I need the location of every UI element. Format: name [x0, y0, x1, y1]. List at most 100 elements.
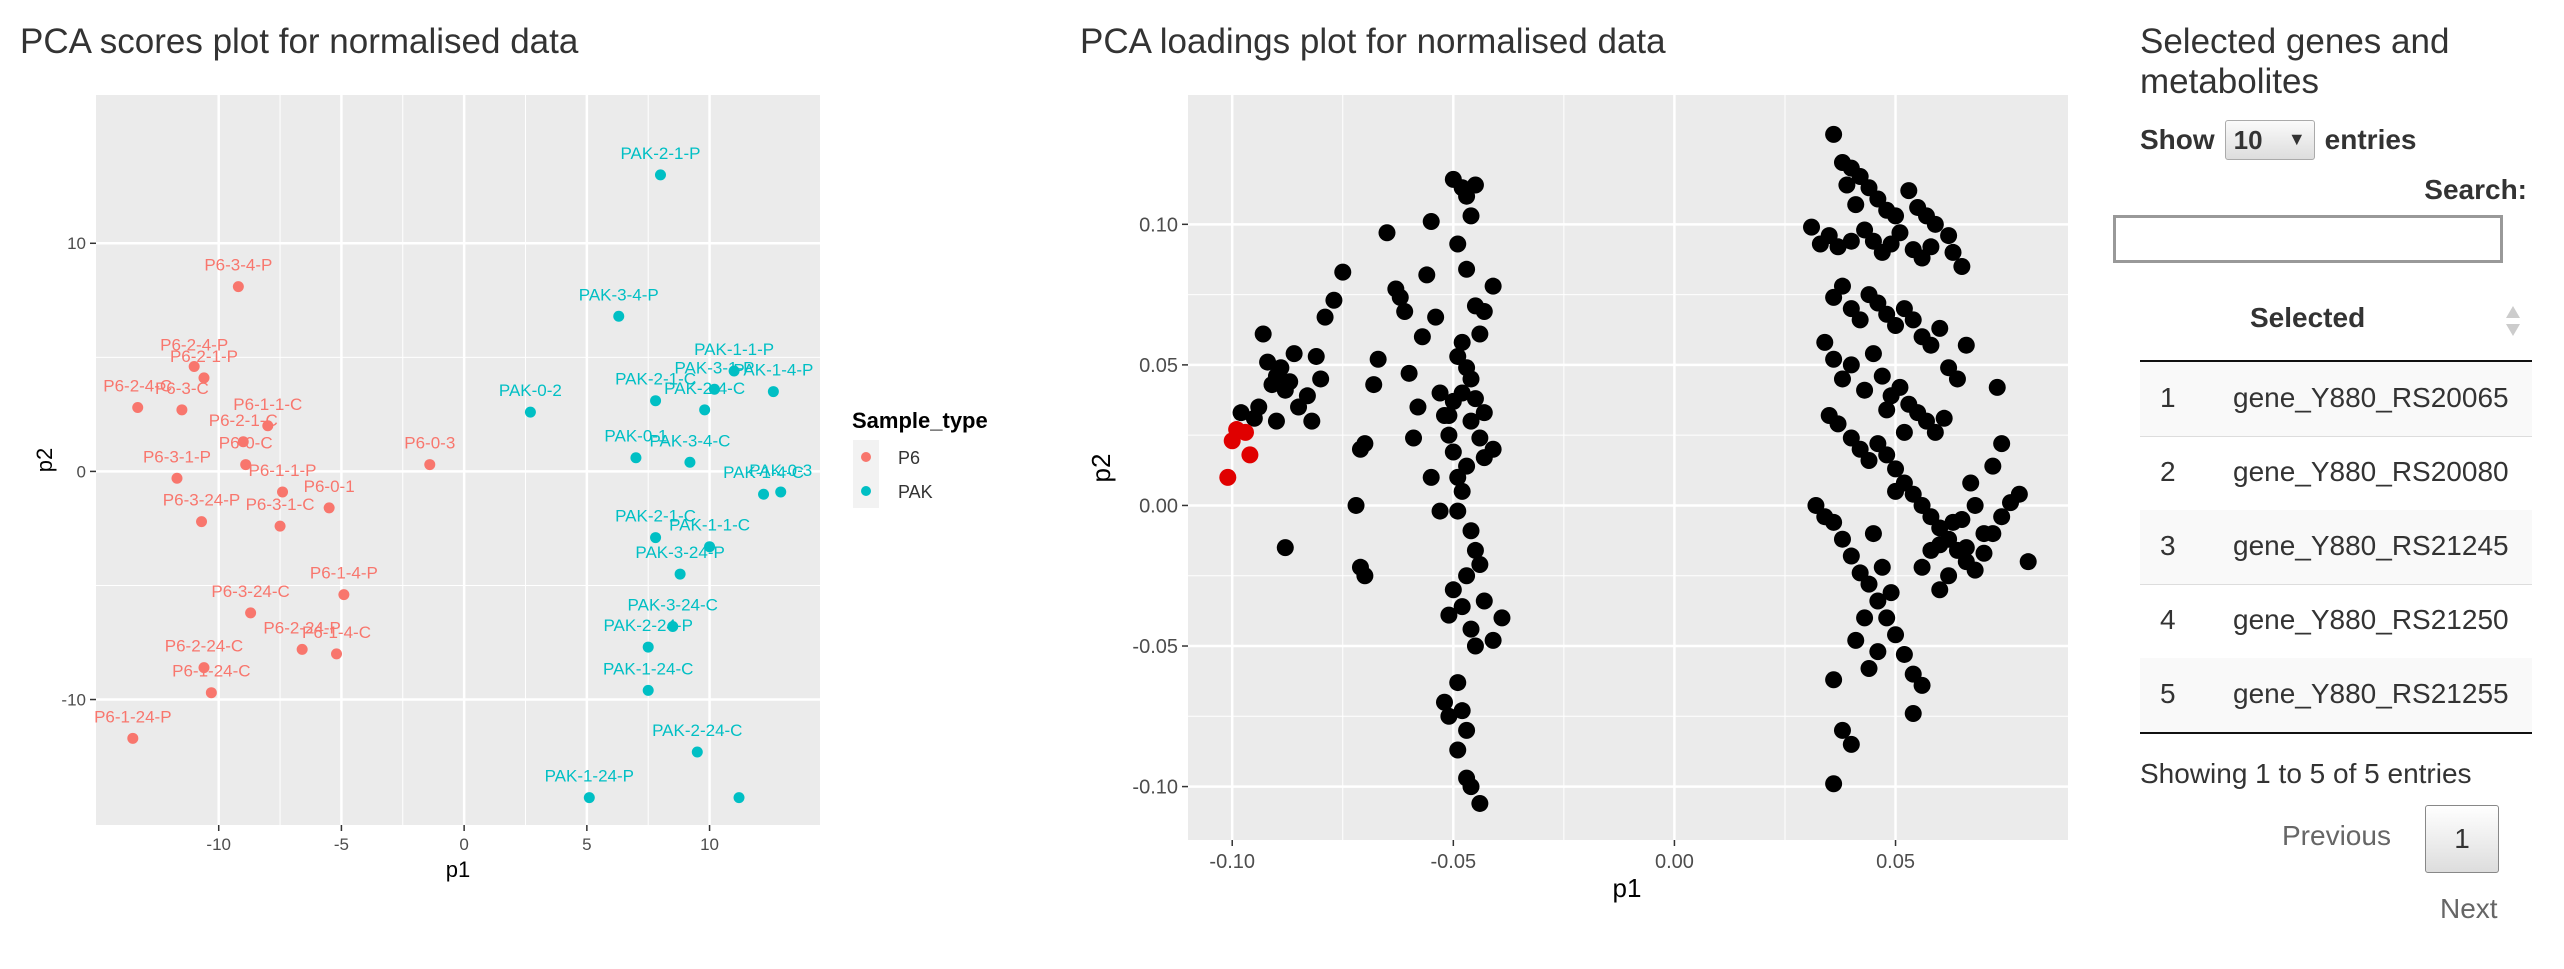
scores-point-label: P6-0-3 [404, 434, 455, 453]
table-info: Showing 1 to 5 of 5 entries [2140, 758, 2472, 789]
scores-x-tick-label: -5 [334, 835, 349, 854]
scores-plot-title: PCA scores plot for normalised data [20, 22, 579, 61]
loadings-point [1873, 367, 1891, 385]
scores-point-label: PAK-1-24-P [545, 767, 634, 786]
scores-point [323, 502, 335, 514]
scores-point [684, 456, 696, 468]
page-1-button[interactable]: 1 [2425, 805, 2499, 873]
loadings-point [1453, 482, 1471, 500]
chevron-down-icon: ▼ [2287, 129, 2306, 149]
scores-point-label: PAK-0-3 [749, 461, 812, 480]
scores-point [132, 402, 144, 414]
loadings-point [1369, 350, 1387, 368]
loadings-point [1391, 288, 1409, 306]
loadings-point [1842, 547, 1860, 565]
loadings-point [1953, 257, 1971, 275]
loadings-point [1847, 196, 1865, 214]
loadings-point [1453, 598, 1471, 616]
page-length-select[interactable]: 10 ▼ [2224, 120, 2315, 160]
loadings-point [1873, 558, 1891, 576]
legend-dot-pak [861, 486, 871, 496]
loadings-y-tick-label: 0.05 [1139, 355, 1178, 377]
table-row[interactable]: 1 gene_Y880_RS20065 [2140, 362, 2532, 437]
loadings-point [1440, 707, 1458, 725]
scores-gridlines [96, 95, 820, 825]
scores-point [127, 732, 139, 744]
loadings-point [1462, 620, 1480, 638]
loadings-point [1993, 508, 2011, 526]
loadings-point [1400, 364, 1418, 382]
loadings-point [1860, 575, 1878, 593]
scores-point-label: PAK-3-1-P [674, 358, 754, 377]
loadings-y-tick-label: 0.10 [1139, 214, 1178, 236]
loadings-point [1462, 778, 1480, 796]
scores-point-label: PAK-3-4-C [649, 431, 730, 450]
loadings-point [1904, 311, 1922, 329]
loadings-point [1453, 702, 1471, 720]
loadings-point [1471, 325, 1489, 343]
sort-icon[interactable] [2504, 304, 2522, 338]
scores-y-tick-label: 10 [67, 234, 86, 253]
scores-point-label: P6-0-1 [304, 477, 355, 496]
scores-point [277, 486, 289, 498]
search-input[interactable] [2113, 215, 2503, 263]
legend-dot-p6 [861, 452, 871, 462]
loadings-point [1356, 567, 1374, 585]
loadings-point [1842, 356, 1860, 374]
loadings-point [1878, 609, 1896, 627]
scores-point [775, 486, 787, 498]
loadings-point [1882, 584, 1900, 602]
loadings-x-tick-label: 0.05 [1876, 851, 1915, 873]
loadings-point [1276, 539, 1294, 557]
scores-point-label: P6-3-24-P [163, 491, 240, 510]
loadings-point [1316, 308, 1334, 326]
loadings-points [1219, 125, 2037, 812]
column-header-selected[interactable]: Selected [2250, 302, 2366, 333]
scores-point-label: PAK-1-1-P [694, 340, 774, 359]
scores-panel-background [96, 95, 820, 825]
scores-point [667, 621, 679, 633]
loadings-point [1816, 333, 1834, 351]
loadings-point [1833, 277, 1851, 295]
loadings-point [1825, 671, 1843, 689]
scores-point [630, 452, 642, 464]
loadings-point [1887, 482, 1905, 500]
scores-point-label: P6-1-4-P [310, 564, 378, 583]
scores-x-tick-label: 10 [700, 835, 719, 854]
scores-point [583, 792, 595, 804]
scores-point [205, 687, 217, 699]
loadings-point [1219, 468, 1237, 486]
loadings-point [1825, 125, 1843, 143]
scores-point-label: P6-2-24-P [263, 618, 340, 637]
next-page-button[interactable]: Next [2440, 893, 2498, 924]
loadings-point [1444, 443, 1462, 461]
loadings-point [1462, 412, 1480, 430]
loadings-point [1887, 207, 1905, 225]
loadings-point [2010, 485, 2028, 503]
loadings-point [1847, 631, 1865, 649]
scores-point-label: P6-2-1-P [170, 347, 238, 366]
loadings-point [1833, 721, 1851, 739]
scores-point [188, 360, 200, 372]
table-row[interactable]: 4 gene_Y880_RS21250 [2140, 584, 2532, 659]
loadings-point [1984, 457, 2002, 475]
table-row[interactable]: 5 gene_Y880_RS21255 [2140, 658, 2532, 732]
row-number: 3 [2160, 530, 2176, 561]
loadings-point [1303, 412, 1321, 430]
loadings-point [1444, 581, 1462, 599]
loadings-plot-title: PCA loadings plot for normalised data [1080, 22, 1666, 61]
loadings-point [1975, 544, 1993, 562]
scores-point [237, 436, 249, 448]
scores-point [232, 281, 244, 293]
scores-point-label: PAK-1-4-C [723, 463, 804, 482]
scores-point [699, 404, 711, 416]
previous-page-button[interactable]: Previous [2282, 820, 2391, 851]
table-row[interactable]: 3 gene_Y880_RS21245 [2140, 510, 2532, 585]
loadings-point [1462, 370, 1480, 388]
scores-point [674, 568, 686, 580]
scores-x-tick-label: 5 [582, 835, 591, 854]
table-row[interactable]: 2 gene_Y880_RS20080 [2140, 436, 2532, 511]
loadings-point [1405, 429, 1423, 447]
row-gene: gene_Y880_RS20080 [2233, 456, 2509, 487]
loadings-point [1931, 581, 1949, 599]
